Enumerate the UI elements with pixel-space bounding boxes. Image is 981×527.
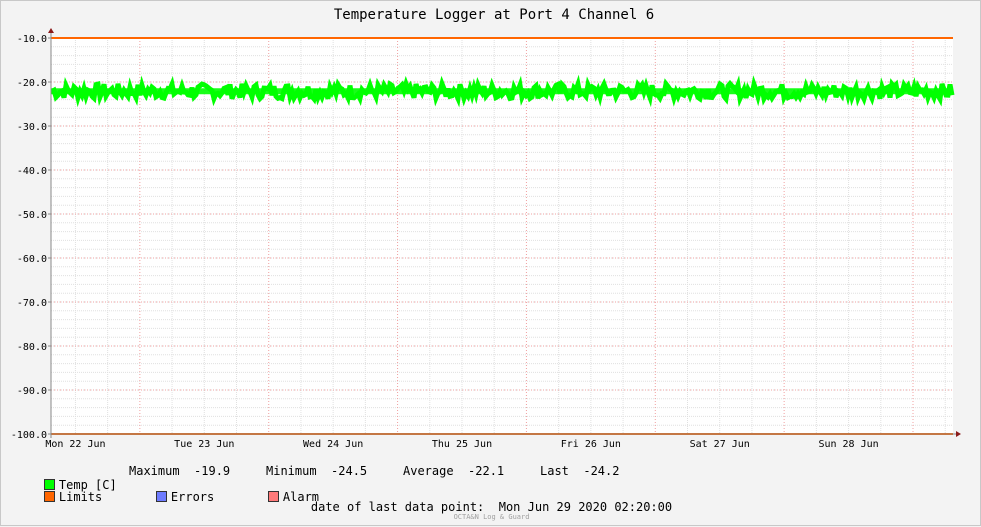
legend-row-alarm: Alarm — [239, 476, 319, 518]
temp-series — [50, 74, 955, 108]
legend-row-errors: Errors — [127, 476, 214, 518]
y-tick-label: -80.0 — [17, 342, 47, 353]
last-label: Last — [540, 464, 569, 478]
legend-avg: Average -22.1 — [403, 464, 504, 478]
limits-swatch-icon — [43, 491, 55, 502]
legend-min: Minimum -24.5 — [266, 464, 367, 478]
x-tick-label: Fri 26 Jun — [561, 439, 621, 450]
y-tick-label: -70.0 — [17, 298, 47, 309]
x-axis-arrow-icon — [956, 431, 961, 437]
y-tick-label: -10.0 — [17, 34, 47, 45]
axes — [48, 28, 961, 438]
plot-area — [51, 38, 953, 434]
last-point-value: Mon Jun 29 2020 02:20:00 — [498, 500, 673, 514]
last-value: -24.2 — [583, 464, 620, 478]
x-tick-label: Wed 24 Jun — [303, 439, 363, 450]
minor-grid — [51, 37, 953, 435]
x-tick-label: Sun 28 Jun — [818, 439, 878, 450]
last-point-label: date of last data point: — [310, 500, 485, 514]
y-axis-arrow-icon — [48, 28, 54, 33]
x-tick-labels: Mon 22 Jun Tue 23 Jun Wed 24 Jun Thu 25 Jun… — [45, 439, 878, 450]
x-tick-label: Mon 22 Jun — [45, 439, 105, 450]
y-tick-label: -30.0 — [17, 122, 47, 133]
legend-row-limits: Limits — [15, 476, 102, 518]
legend-alarm-label: Alarm — [282, 490, 320, 504]
legend-errors-label: Errors — [170, 490, 215, 504]
legend-row-temp: Temp [C] — [15, 464, 117, 506]
x-tick-label: Sat 27 Jun — [690, 439, 750, 450]
legend-temp-label: Temp [C] — [58, 478, 117, 492]
chart-title: Temperature Logger at Port 4 Channel 6 — [334, 7, 654, 23]
y-tick-labels: -10.0 -20.0 -30.0 -40.0 -50.0 -60.0 -70.0 -80.0… — [11, 34, 51, 441]
temp-swatch-icon — [43, 479, 55, 490]
legend-limits-label: Limits — [58, 490, 103, 504]
y-tick-label: -60.0 — [17, 254, 47, 265]
avg-label: Average — [403, 464, 454, 478]
alarm-swatch-icon — [267, 491, 279, 502]
max-value: -19.9 — [194, 464, 231, 478]
y-tick-label: -40.0 — [17, 166, 47, 177]
y-tick-label: -100.0 — [11, 430, 47, 441]
brand-watermark: OCTA&N Log & Guard — [453, 513, 530, 521]
avg-value: -22.1 — [468, 464, 505, 478]
y-tick-label: -90.0 — [17, 386, 47, 397]
max-label: Maximum — [129, 464, 180, 478]
min-label: Minimum — [266, 464, 317, 478]
y-tick-label: -20.0 — [17, 78, 47, 89]
last-data-point: date of last data point: Mon Jun 29 2020… — [1, 500, 981, 514]
legend-last: Last -24.2 — [540, 464, 619, 478]
y-tick-label: -50.0 — [17, 210, 47, 221]
legend-max: Maximum -19.9 — [129, 464, 230, 478]
errors-swatch-icon — [155, 491, 167, 502]
x-tick-label: Thu 25 Jun — [432, 439, 492, 450]
min-value: -24.5 — [331, 464, 368, 478]
x-tick-label: Tue 23 Jun — [174, 439, 234, 450]
